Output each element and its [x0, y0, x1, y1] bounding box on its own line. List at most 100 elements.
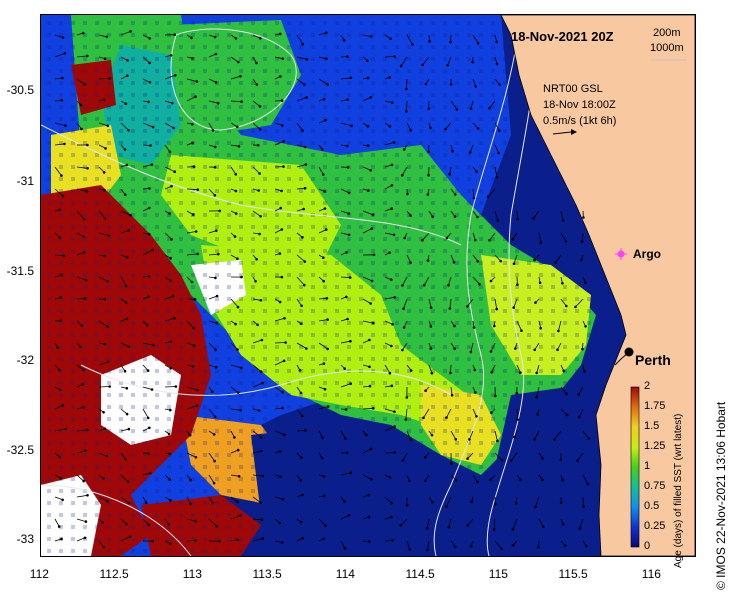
current-vector: [208, 474, 215, 484]
current-vector-head: [401, 348, 404, 352]
current-vector: [400, 518, 408, 526]
current-vector-head: [476, 260, 480, 263]
current-vector: [578, 386, 584, 395]
current-vector-head: [321, 436, 324, 440]
colorbar-tick-label: 0.75: [644, 480, 666, 492]
current-vector-head: [299, 322, 303, 326]
current-vector: [208, 295, 218, 300]
current-vector-head: [86, 143, 89, 147]
current-vector: [472, 474, 478, 483]
current-vector-head: [422, 416, 425, 420]
current-vector-head: [345, 144, 349, 148]
current-vector-head: [500, 547, 504, 551]
current-vector-head: [388, 476, 392, 479]
current-vector-head: [62, 254, 66, 257]
current-vector-head: [194, 519, 197, 523]
current-vector-head: [388, 125, 392, 128]
current-vector: [54, 143, 65, 146]
current-vector-head: [123, 148, 127, 151]
current-vector: [54, 52, 66, 58]
current-vector: [577, 452, 584, 461]
current-vector-head: [173, 316, 176, 320]
current-vector-head: [214, 276, 217, 280]
current-vector-head: [471, 60, 474, 64]
current-vector-head: [170, 238, 173, 241]
current-vector-head: [580, 258, 583, 262]
current-vector: [494, 452, 503, 461]
current-vector: [296, 254, 306, 262]
current-vector: [422, 56, 430, 66]
current-vector: [54, 496, 63, 501]
current-vector: [76, 429, 88, 432]
current-vector: [252, 382, 263, 388]
current-vector-head: [515, 391, 519, 395]
current-vector-head: [215, 524, 218, 528]
current-vector: [274, 496, 283, 500]
current-vector-head: [426, 259, 430, 262]
current-vector: [401, 166, 408, 176]
current-vector-head: [256, 143, 260, 147]
current-vector: [186, 253, 198, 256]
current-vector-head: [60, 537, 63, 541]
current-vector: [384, 320, 393, 325]
current-vector: [98, 78, 110, 80]
current-vector-head: [368, 384, 372, 388]
current-vector: [120, 342, 130, 348]
current-vector: [472, 78, 477, 87]
current-vector: [76, 166, 88, 169]
current-vector: [362, 96, 371, 102]
current-vector-head: [259, 298, 263, 302]
current-vector-head: [576, 459, 579, 462]
current-vector-head: [106, 325, 110, 329]
current-vector-head: [169, 408, 172, 412]
y-tick-label: -32: [16, 353, 34, 367]
current-vector: [403, 298, 408, 309]
current-vector-head: [490, 370, 494, 374]
current-vector: [491, 364, 496, 373]
current-vector: [384, 452, 395, 454]
current-vector: [538, 518, 544, 527]
current-vector-head: [587, 437, 591, 440]
current-vector-head: [324, 524, 327, 528]
current-vector-head: [58, 388, 62, 392]
current-vector-head: [409, 438, 413, 442]
current-vector: [120, 496, 130, 504]
current-vector-head: [496, 439, 499, 443]
current-vector-head: [127, 129, 130, 132]
current-vector: [362, 166, 371, 171]
current-vector-head: [194, 95, 197, 98]
current-vector: [230, 144, 240, 147]
current-vector: [54, 254, 64, 256]
current-vector-head: [103, 188, 106, 192]
current-vector-head: [514, 501, 518, 505]
current-vector-head: [564, 304, 568, 308]
current-vector: [76, 78, 85, 85]
current-vector-head: [79, 345, 82, 349]
current-vector-head: [320, 148, 324, 151]
current-vector-head: [486, 195, 490, 198]
current-vector: [318, 166, 324, 175]
current-vector-head: [453, 347, 457, 351]
current-vector-head: [421, 63, 424, 67]
current-vector-head: [236, 257, 239, 261]
current-vector-head: [564, 240, 568, 243]
current-vector: [54, 34, 64, 38]
current-vector-head: [577, 393, 580, 396]
current-vector-head: [147, 452, 150, 455]
current-vector-head: [305, 57, 309, 61]
current-vector: [142, 249, 153, 256]
current-vector: [318, 229, 327, 234]
current-vector-head: [342, 38, 346, 42]
current-vector-head: [123, 369, 127, 373]
current-vector-head: [476, 127, 480, 130]
current-vector-head: [427, 173, 430, 177]
current-vector: [252, 122, 261, 130]
current-vector-head: [405, 396, 409, 399]
current-vector-head: [392, 141, 396, 144]
current-vector-head: [429, 306, 433, 310]
current-vector: [536, 364, 540, 374]
land-mass: [500, 15, 695, 556]
current-vector: [252, 518, 262, 521]
current-vector-head: [407, 479, 411, 483]
current-vector-head: [126, 74, 129, 77]
